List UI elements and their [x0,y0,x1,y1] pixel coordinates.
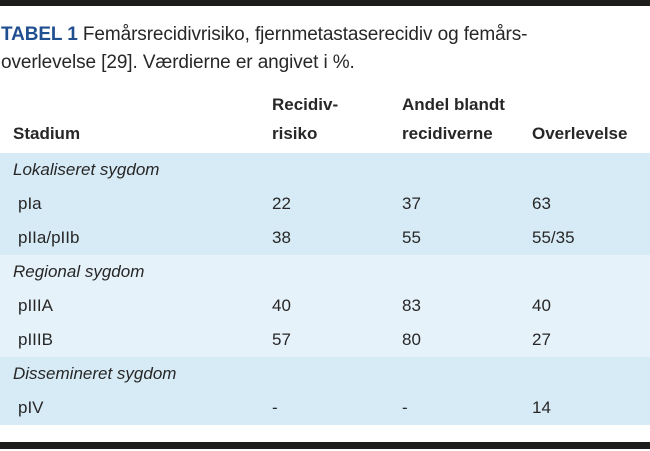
bottom-rule [0,442,650,449]
stadium-cell: pIIIA [18,296,53,315]
column-header-recidivrisiko: Recidiv- risiko [272,95,339,143]
andel-blandt-recidiverne-cell: - [402,398,408,417]
section-label: Lokaliseret sygdom [13,160,160,179]
recidivrisiko-cell: - [272,398,278,417]
stadium-cell: pIV [18,398,44,417]
recidivrisiko-cell: 40 [272,296,291,315]
table-caption-label: TABEL 1 [1,24,78,45]
section-lokaliseret-sygdom: Lokaliseret sygdom pIa 22 37 63 pIIa/pII… [0,153,650,255]
table-caption-text: Femårsrecidivrisiko, fjernmetastaserecid… [1,24,528,73]
bottom-spacer [0,425,650,442]
section-label: Dissemineret sygdom [13,364,177,383]
overlevelse-cell: 40 [532,296,551,315]
recidivrisiko-cell: 57 [272,330,291,349]
recidivrisiko-cell: 22 [272,194,291,213]
overlevelse-cell: 27 [532,330,551,349]
column-header-andel-blandt-recidiverne: Andel blandt recidiverne [402,95,505,143]
table-row: pIIIA 40 83 40 [0,289,650,323]
andel-blandt-recidiverne-cell: 83 [402,296,421,315]
table-row: pIa 22 37 63 [0,187,650,221]
andel-blandt-recidiverne-cell: 80 [402,330,421,349]
overlevelse-cell: 63 [532,194,551,213]
column-header-stadium: Stadium [13,124,81,143]
table-header-row: Stadium Recidiv- risiko Andel blandt rec… [0,90,650,153]
andel-blandt-recidiverne-cell: 55 [402,228,421,247]
overlevelse-cell: 14 [532,398,551,417]
section-dissemineret-sygdom: Dissemineret sygdom pIV - - 14 [0,357,650,425]
section-regional-sygdom: Regional sygdom pIIIA 40 83 40 pIIIB 57 … [0,255,650,357]
recidivrisiko-cell: 38 [272,228,291,247]
overlevelse-cell: 55/35 [532,228,575,247]
table-row: pIIa/pIIb 38 55 55/35 [0,221,650,255]
stadium-cell: pIIa/pIIb [18,228,80,247]
stadium-cell: pIIIB [18,330,53,349]
andel-blandt-recidiverne-cell: 37 [402,194,421,213]
table-row: pIIIB 57 80 27 [0,323,650,357]
top-rule [0,0,650,6]
column-header-overlevelse: Overlevelse [532,124,628,143]
stadium-cell: pIa [18,194,42,213]
section-label: Regional sygdom [13,262,145,281]
table-caption: TABEL 1 Femårsrecidivrisiko, fjernmetast… [1,21,646,77]
table-row: pIV - - 14 [0,391,650,425]
